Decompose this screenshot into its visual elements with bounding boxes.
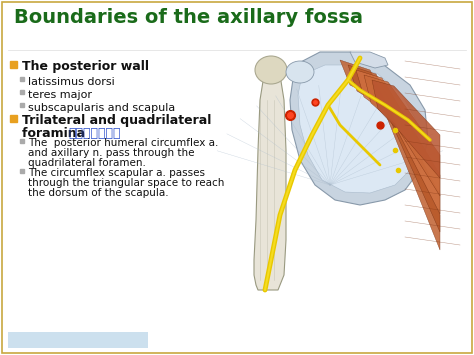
Polygon shape	[254, 62, 286, 290]
Bar	[20, 90, 24, 94]
Polygon shape	[356, 70, 440, 214]
Bar	[10, 61, 17, 68]
Polygon shape	[340, 60, 440, 250]
Text: Trilateral and quadrilateral: Trilateral and quadrilateral	[22, 114, 211, 127]
Polygon shape	[350, 52, 388, 68]
Text: SDU. 山东大学: SDU. 山东大学	[14, 335, 57, 344]
Bar	[20, 139, 24, 143]
Text: The  posterior humeral circumflex a.: The posterior humeral circumflex a.	[28, 138, 219, 148]
Bar	[20, 103, 24, 107]
Text: 三边孔和四边孔: 三边孔和四边孔	[68, 127, 120, 140]
Polygon shape	[298, 65, 417, 193]
Ellipse shape	[286, 61, 314, 83]
Text: through the triangular space to reach: through the triangular space to reach	[28, 178, 224, 188]
Text: Boundaries of the axillary fossa: Boundaries of the axillary fossa	[14, 8, 363, 27]
Text: quadrilateral foramen.: quadrilateral foramen.	[28, 158, 146, 168]
Text: subscapularis and scapula: subscapularis and scapula	[28, 103, 175, 113]
Text: foramina: foramina	[22, 127, 90, 140]
Text: latissimus dorsi: latissimus dorsi	[28, 77, 115, 87]
Bar	[20, 77, 24, 81]
Text: the dorsum of the scapula.: the dorsum of the scapula.	[28, 188, 169, 198]
Text: teres major: teres major	[28, 90, 92, 100]
Polygon shape	[290, 52, 428, 205]
Polygon shape	[364, 75, 440, 196]
Polygon shape	[348, 65, 440, 232]
FancyBboxPatch shape	[8, 332, 148, 348]
Bar	[20, 169, 24, 173]
Text: The circumflex scapular a. passes: The circumflex scapular a. passes	[28, 168, 205, 178]
Polygon shape	[372, 80, 440, 178]
Text: The posterior wall: The posterior wall	[22, 60, 149, 73]
Bar	[240, 50, 470, 300]
Bar	[10, 115, 17, 122]
Text: and axillary n. pass through the: and axillary n. pass through the	[28, 148, 194, 158]
Ellipse shape	[255, 56, 287, 84]
